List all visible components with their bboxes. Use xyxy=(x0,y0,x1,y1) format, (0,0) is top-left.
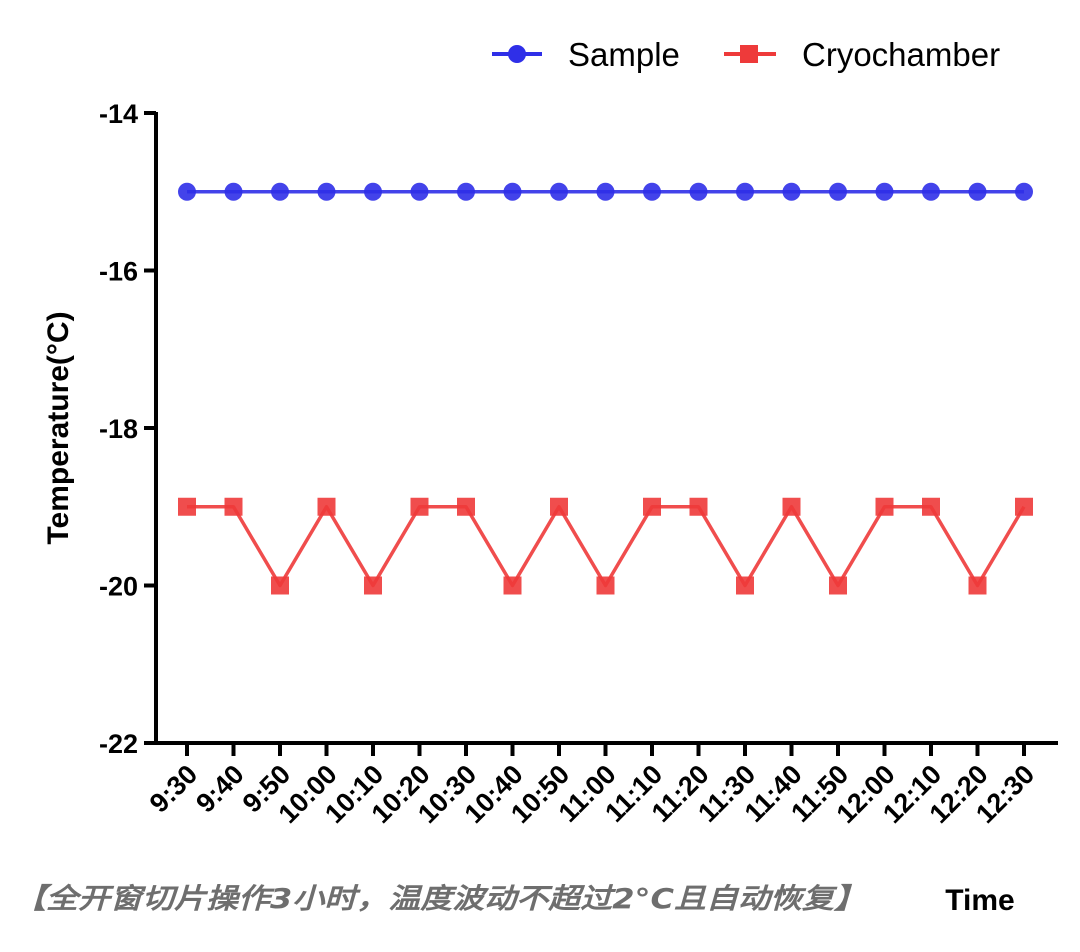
data-point-sample xyxy=(550,182,568,201)
data-point-sample xyxy=(503,182,522,201)
data-point-cryochamber xyxy=(317,497,336,516)
data-point-sample xyxy=(178,182,196,201)
y-tick-label: -22 xyxy=(99,729,138,759)
legend-marker-cryochamber xyxy=(740,45,758,63)
data-point-cryochamber xyxy=(224,497,243,516)
data-point-cryochamber xyxy=(1015,497,1033,516)
data-point-cryochamber xyxy=(782,497,801,516)
data-point-cryochamber xyxy=(829,576,847,595)
data-point-cryochamber xyxy=(410,497,429,516)
data-point-sample xyxy=(968,182,987,201)
data-point-sample xyxy=(689,182,708,201)
legend: Sample Cryochamber xyxy=(492,36,1000,73)
y-axis-title: Temperature(°C) xyxy=(42,311,75,544)
data-point-sample xyxy=(596,182,615,201)
legend-label-sample: Sample xyxy=(568,36,680,73)
series-layer xyxy=(178,182,1033,595)
data-point-cryochamber xyxy=(364,576,382,595)
data-point-cryochamber xyxy=(596,576,615,595)
data-point-cryochamber xyxy=(271,576,289,595)
data-point-sample xyxy=(875,182,894,201)
caption-annotation: 【全开窗切片操作3小时，温度波动不超过2°C且自动恢复】 xyxy=(14,882,866,915)
data-point-cryochamber xyxy=(875,497,894,516)
data-point-cryochamber xyxy=(922,497,940,516)
data-point-sample xyxy=(1015,182,1033,201)
x-ticks: 9:309:409:5010:0010:1010:2010:3010:4010:… xyxy=(144,743,1040,829)
data-point-sample xyxy=(782,182,801,201)
data-point-sample xyxy=(643,182,661,201)
data-point-sample xyxy=(224,182,243,201)
data-point-sample xyxy=(317,182,336,201)
data-point-cryochamber xyxy=(550,497,568,516)
data-point-cryochamber xyxy=(736,576,754,595)
x-tick-label: 9:40 xyxy=(190,759,249,818)
series-line-cryochamber xyxy=(187,505,1026,588)
y-ticks: -14 -16 -18 -20 -22 xyxy=(99,99,156,759)
data-point-cryochamber xyxy=(968,576,987,595)
data-point-sample xyxy=(736,182,754,201)
data-point-cryochamber xyxy=(178,497,196,516)
x-axis-title: Time xyxy=(945,884,1014,917)
data-point-cryochamber xyxy=(643,497,661,516)
data-point-sample xyxy=(922,182,940,201)
data-point-cryochamber xyxy=(689,497,708,516)
axes xyxy=(154,112,1058,745)
y-tick-label: -20 xyxy=(99,572,138,602)
data-point-sample xyxy=(271,182,289,201)
data-point-sample xyxy=(364,182,382,201)
data-point-cryochamber xyxy=(503,576,522,595)
legend-label-cryochamber: Cryochamber xyxy=(802,36,1000,73)
data-point-cryochamber xyxy=(457,497,475,516)
legend-marker-sample xyxy=(508,45,526,63)
y-tick-label: -18 xyxy=(99,414,138,444)
y-tick-label: -16 xyxy=(99,257,138,287)
data-point-sample xyxy=(829,182,847,201)
data-point-sample xyxy=(457,182,475,201)
x-tick-label: 9:30 xyxy=(144,759,203,818)
data-point-sample xyxy=(410,182,429,201)
y-tick-label: -14 xyxy=(99,99,138,129)
